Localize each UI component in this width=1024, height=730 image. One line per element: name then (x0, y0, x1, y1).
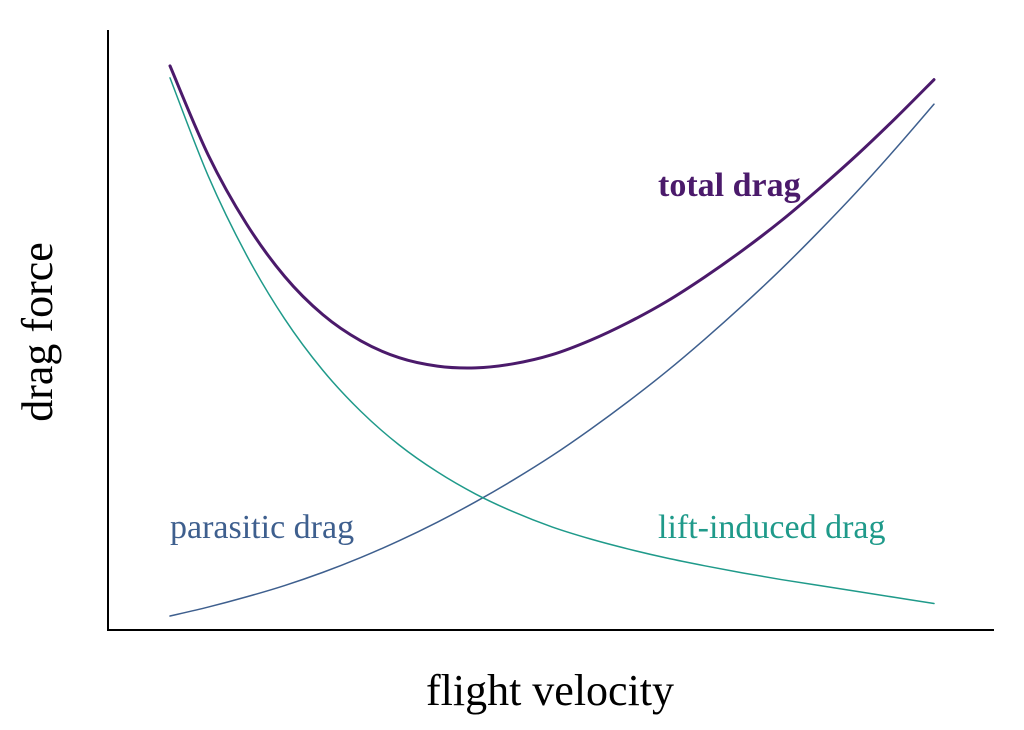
y-axis-title: drag force (13, 242, 62, 422)
series-line-lift-induced-drag (169, 77, 935, 605)
axes (107, 30, 994, 631)
series-line-total-drag (168, 64, 936, 370)
series-layer (168, 64, 936, 617)
x-axis-title: flight velocity (426, 666, 674, 715)
series-label-total-drag: total drag (658, 167, 801, 204)
series-labels: total drag parasitic drag lift-induced d… (170, 167, 886, 546)
series-label-parasitic-drag: parasitic drag (170, 509, 354, 546)
series-label-lift-induced-drag: lift-induced drag (658, 509, 886, 546)
series-line-parasitic-drag (169, 103, 935, 617)
